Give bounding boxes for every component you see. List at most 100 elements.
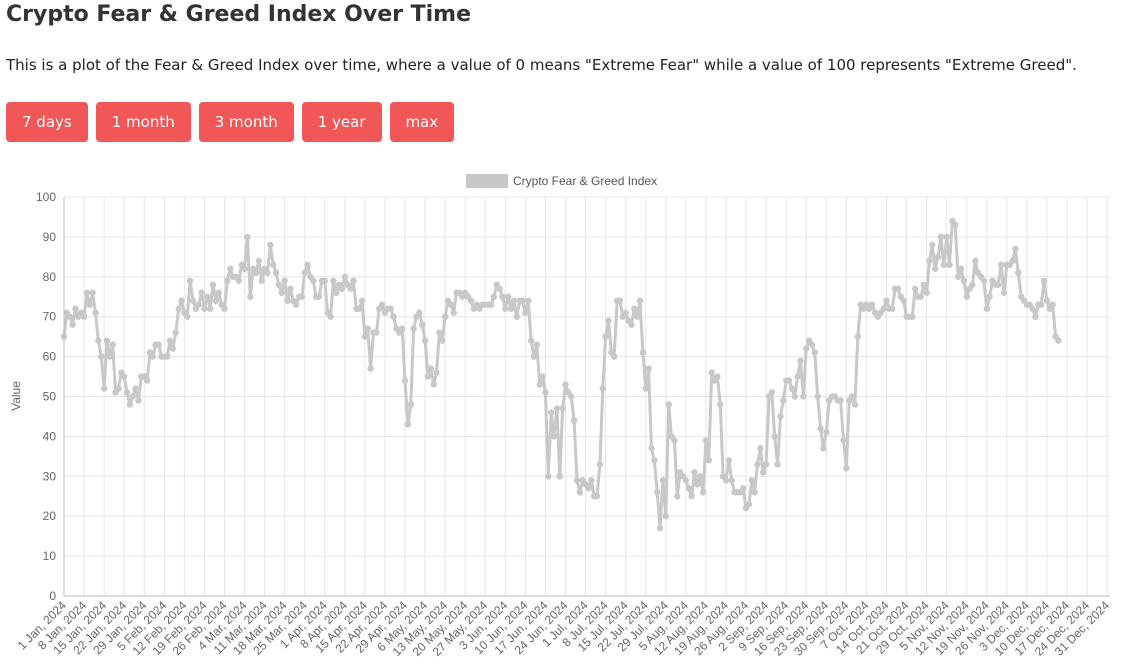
- data-point: [946, 261, 953, 269]
- data-point: [184, 313, 191, 320]
- y-tick-label: 10: [43, 549, 57, 563]
- data-point: [596, 461, 604, 468]
- range-7-days-button[interactable]: 7 days: [6, 102, 88, 142]
- data-point: [278, 289, 285, 296]
- data-point: [699, 489, 707, 496]
- data-point: [519, 297, 526, 304]
- data-point: [100, 385, 108, 392]
- data-point: [811, 349, 819, 356]
- range-1-month-button[interactable]: 1 month: [95, 102, 191, 142]
- data-point: [189, 297, 197, 304]
- data-point: [333, 289, 340, 296]
- data-point: [691, 469, 698, 476]
- data-point: [843, 465, 850, 472]
- data-point: [688, 493, 695, 500]
- data-point: [433, 369, 440, 376]
- data-point: [430, 381, 437, 388]
- data-point: [490, 293, 498, 300]
- data-point: [808, 341, 816, 348]
- data-point: [665, 401, 672, 408]
- y-tick-label: 0: [49, 589, 56, 603]
- data-point: [639, 349, 647, 356]
- data-point: [980, 277, 988, 284]
- data-point: [645, 365, 652, 372]
- data-point: [298, 293, 306, 300]
- range-max-button[interactable]: max: [389, 102, 455, 142]
- data-point: [588, 477, 595, 484]
- data-point: [281, 277, 288, 284]
- data-point: [364, 325, 371, 332]
- y-tick-label: 80: [43, 270, 57, 284]
- data-point: [92, 309, 99, 316]
- data-point: [338, 285, 346, 292]
- data-point: [272, 269, 280, 277]
- page-title: Crypto Fear & Greed Index Over Time: [6, 2, 472, 27]
- data-point: [788, 385, 796, 392]
- data-point: [553, 405, 561, 412]
- data-point: [350, 277, 357, 284]
- data-point: [542, 389, 549, 396]
- y-axis-ticks: 0 10 20 30 40 50 60 70 80 90 100: [36, 190, 56, 603]
- data-point: [889, 305, 896, 312]
- data-point: [330, 277, 337, 284]
- data-point: [1055, 337, 1062, 344]
- data-point: [722, 477, 730, 484]
- data-point: [424, 373, 432, 380]
- data-point: [292, 301, 300, 308]
- data-point: [785, 377, 793, 384]
- data-point: [868, 301, 876, 308]
- data-point: [622, 309, 629, 316]
- data-point: [169, 345, 177, 352]
- data-points: [60, 217, 1062, 532]
- data-point: [1040, 277, 1048, 284]
- data-point: [983, 305, 990, 312]
- data-point: [969, 281, 976, 288]
- data-point: [401, 377, 409, 384]
- data-point: [986, 293, 993, 300]
- data-point: [797, 357, 804, 364]
- data-point: [674, 493, 681, 500]
- data-point: [911, 285, 919, 292]
- data-point: [714, 373, 721, 380]
- data-point: [1029, 305, 1036, 312]
- data-point: [287, 285, 294, 292]
- data-point: [115, 385, 122, 392]
- data-point: [80, 313, 88, 320]
- data-point: [175, 305, 182, 312]
- data-point: [132, 385, 139, 392]
- data-point: [510, 297, 518, 304]
- y-tick-label: 20: [43, 509, 57, 523]
- data-point: [525, 297, 532, 304]
- range-1-year-button[interactable]: 1 year: [301, 102, 382, 142]
- data-point: [355, 305, 363, 312]
- data-point: [129, 393, 136, 400]
- data-point: [545, 473, 552, 480]
- data-point: [221, 305, 228, 312]
- data-point: [739, 485, 747, 492]
- data-point: [854, 333, 862, 340]
- data-point: [1009, 257, 1016, 265]
- data-point: [258, 277, 265, 284]
- legend-swatch: [466, 174, 508, 188]
- data-point: [1000, 289, 1008, 296]
- range-3-month-button[interactable]: 3 month: [198, 102, 294, 142]
- data-point: [894, 285, 902, 292]
- data-point: [264, 269, 271, 277]
- data-point: [166, 337, 174, 344]
- data-point: [717, 401, 724, 408]
- data-point: [378, 301, 386, 308]
- data-point: [937, 233, 945, 241]
- chart-legend[interactable]: Crypto Fear & Greed Index: [466, 174, 657, 188]
- data-point: [547, 409, 555, 416]
- data-point: [407, 401, 414, 408]
- fear-greed-chart: Crypto Fear & Greed Index Value 0 10 20 30 4…: [9, 174, 1113, 659]
- data-point: [562, 381, 569, 388]
- data-point: [972, 257, 979, 265]
- data-point: [436, 329, 443, 336]
- data-point: [745, 501, 753, 508]
- data-point: [284, 297, 291, 304]
- data-point: [568, 393, 575, 400]
- data-point: [725, 457, 733, 464]
- data-point: [439, 337, 446, 344]
